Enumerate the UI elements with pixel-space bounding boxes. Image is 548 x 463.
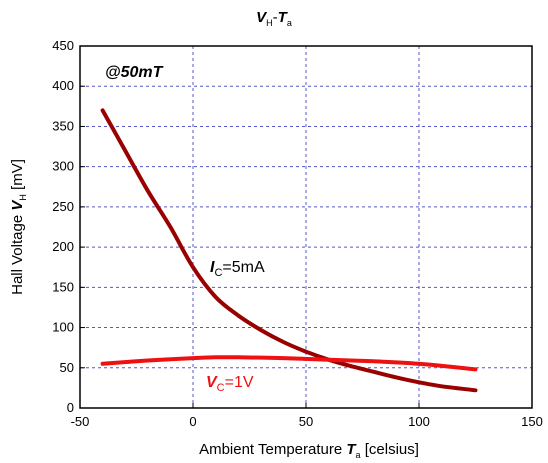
y-tick-label-0: 0: [67, 400, 74, 415]
x-tick-label-1: 0: [189, 414, 196, 429]
y-tick-label-3: 150: [52, 279, 74, 294]
ic-value: =5mA: [222, 259, 265, 276]
ylabel-sub: H: [18, 194, 28, 201]
x-tick-label-4: 150: [521, 414, 543, 429]
xlabel-sym: T: [346, 441, 357, 458]
y-tick-label-8: 400: [52, 78, 74, 93]
vc-sub: C: [217, 382, 225, 394]
xlabel-suffix: [celsius]: [361, 441, 419, 458]
title-sub: H: [266, 18, 273, 28]
y-tick-label-1: 50: [60, 360, 74, 375]
ic-annotation: IC=5mA: [210, 259, 265, 279]
ylabel-sym: V: [9, 199, 26, 211]
series-line-1: [100, 355, 478, 372]
field-annotation: @50mT: [105, 64, 164, 81]
xlabel-sub: a: [356, 450, 361, 460]
y-tick-label-7: 350: [52, 118, 74, 133]
y-tick-label-6: 300: [52, 159, 74, 174]
vc-annotation: VC=1V: [206, 374, 254, 394]
ylabel-prefix: Hall Voltage: [9, 211, 26, 295]
title-main: V: [256, 9, 268, 26]
title-main2: T: [278, 9, 289, 26]
x-tick-label-3: 100: [408, 414, 430, 429]
title-sub2: a: [287, 18, 292, 28]
y-tick-label-5: 250: [52, 199, 74, 214]
y-axis-label: Hall Voltage VH [mV]: [9, 159, 28, 295]
vc-symbol: V: [206, 374, 218, 391]
x-tick-label-0: -50: [71, 414, 90, 429]
y-tick-label-9: 450: [52, 38, 74, 53]
ic-sub: C: [214, 267, 222, 279]
series-line-0: [100, 108, 478, 393]
series-lines: [100, 108, 478, 393]
x-tick-label-2: 50: [299, 414, 313, 429]
title-sep: -: [273, 9, 278, 26]
x-axis-label: Ambient Temperature Ta [celsius]: [199, 441, 419, 460]
vc-value: =1V: [225, 374, 254, 391]
y-tick-label-4: 200: [52, 239, 74, 254]
xlabel-prefix: Ambient Temperature: [199, 441, 346, 458]
ylabel-suffix: [mV]: [9, 159, 26, 194]
y-tick-label-2: 100: [52, 320, 74, 335]
chart-title: VH-Ta: [256, 9, 292, 28]
grid-lines: [80, 46, 532, 408]
ic-symbol: I: [210, 259, 215, 276]
